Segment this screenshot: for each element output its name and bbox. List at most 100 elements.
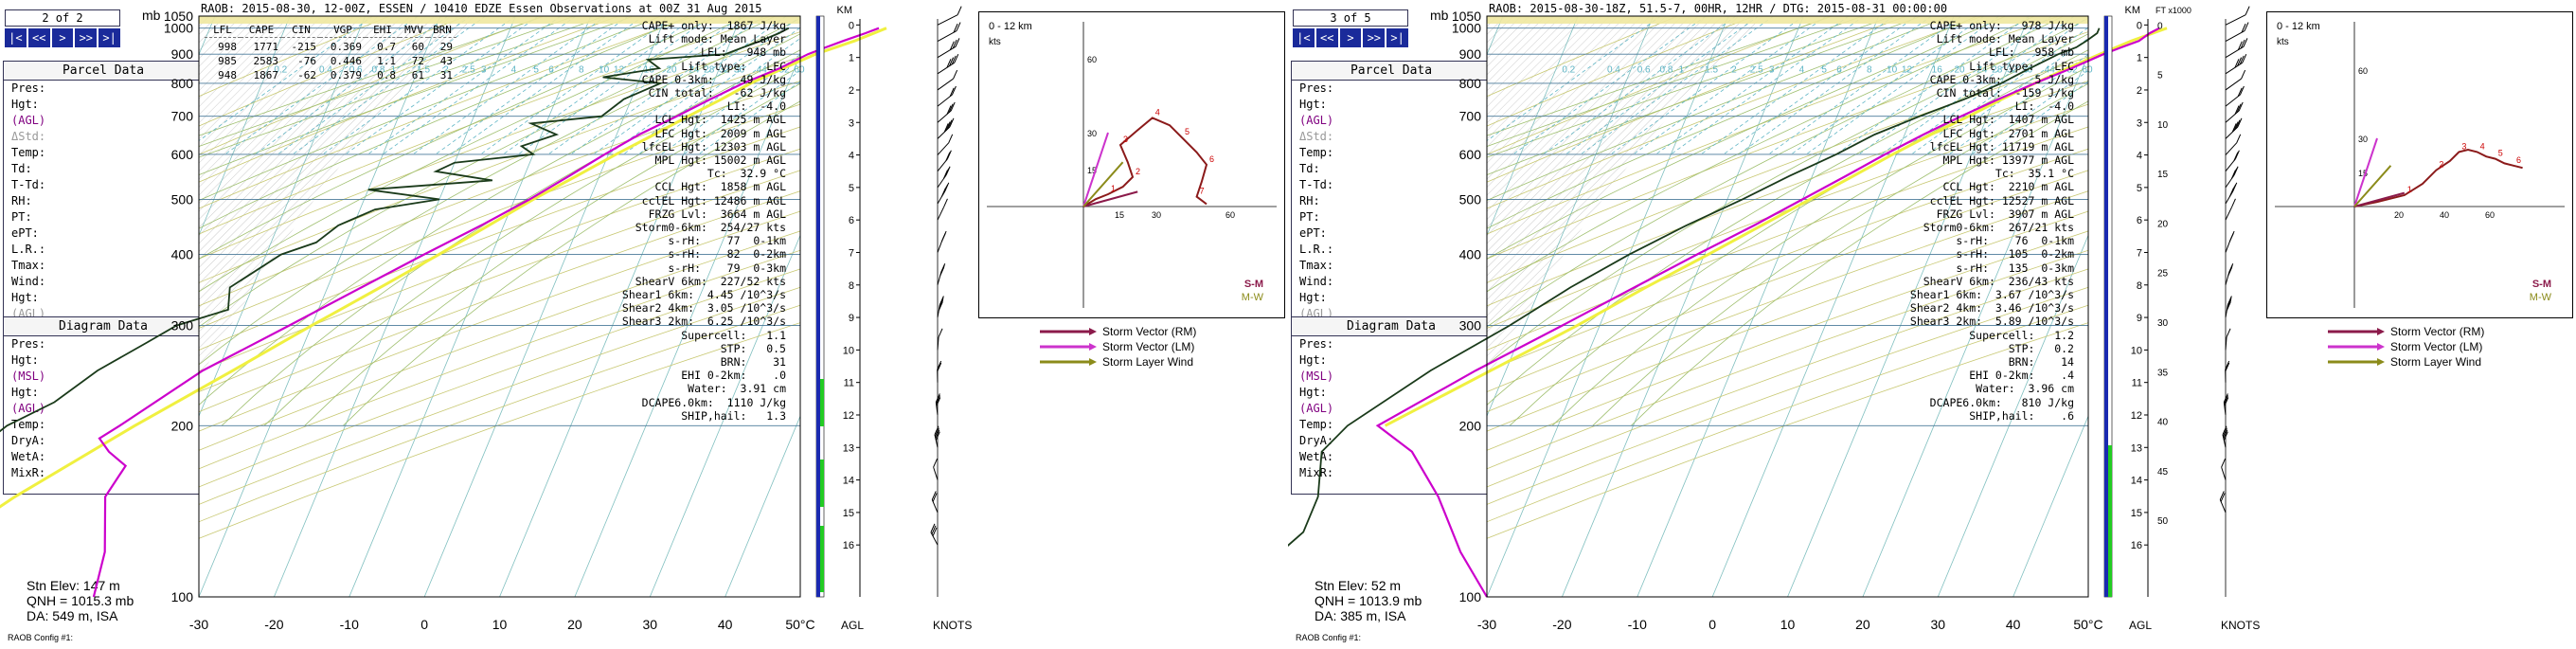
prev-button[interactable]: <<	[1315, 28, 1338, 47]
km-tick-label: 15	[843, 508, 854, 519]
temperature-tick-label: 0	[1708, 617, 1716, 632]
parcel-table-cell: 1771	[253, 41, 279, 53]
parcel-table-cell: 0.379	[330, 69, 362, 81]
hodograph[interactable]: 0 - 12 km kts 60 30 15 15 30 60 1 2 3 4 5 6 7 S-M M-W	[978, 11, 1285, 318]
raob-config-label: RAOB Config #1:	[1296, 633, 1362, 642]
wind-barb	[2219, 491, 2227, 514]
stat-line: MPL Hgt: 13977 m AGL	[1942, 153, 2074, 168]
pressure-tick-label: 800	[1459, 76, 1482, 91]
isotherm	[0, 16, 140, 597]
sounding-panel-1: 2 of 2 |< << > >> >| mb RAOB: 2015-08-30…	[0, 0, 1288, 649]
stat-line: s-rH: 77 0-1km	[668, 234, 786, 248]
skew-t-diagram[interactable]: 0.2 0.4 0.6 0.8 1 1.5 2 2.5 3 4 5 6 8 10 12 16 20 24 28 32 3…	[1288, 0, 2576, 649]
ft-tick-label: 30	[2157, 318, 2169, 329]
dry-adiabat	[1487, 16, 1831, 155]
pressure-tick-label: 1050	[164, 9, 193, 24]
plot-frame	[1486, 15, 2089, 598]
km-tick-label: 7	[849, 247, 854, 259]
dry-adiabat	[1487, 80, 2088, 307]
mixing-ratio-label: 2	[443, 65, 449, 76]
km-tick-label: 12	[2131, 410, 2142, 422]
next-button[interactable]: >	[1339, 28, 1362, 47]
hodograph-height-label: 4	[1155, 107, 1160, 117]
temperature-tick-label: 30	[642, 617, 657, 632]
storm-vector-rm	[1082, 190, 1138, 207]
fast-forward-button[interactable]: >>	[75, 28, 98, 47]
storm-vector-lm	[2353, 137, 2378, 207]
hodograph-height-label: 3	[1123, 135, 1128, 144]
hodograph-x-tick: 30	[1152, 210, 1161, 220]
prev-button[interactable]: <<	[27, 28, 50, 47]
parcel-table-cell: 29	[439, 41, 453, 53]
legend-storm-lm: Storm Vector (LM)	[1040, 339, 1196, 354]
dry-adiabat	[199, 286, 800, 505]
km-axis-label: KM	[837, 5, 853, 16]
hodograph[interactable]: 0 - 12 km kts 60 30 15 20 40 60 1 2 3 4 5 6 S-M M-W	[2266, 11, 2573, 318]
hodograph-title: 0 - 12 km	[2277, 21, 2320, 32]
dry-adiabat	[1487, 304, 2088, 523]
wind-barb	[937, 38, 960, 59]
mb-axis-title: mb	[1430, 8, 1449, 23]
stat-line: s-rH: 82 0-2km	[668, 247, 786, 261]
parcel-table-cell: 60	[411, 41, 424, 53]
wind-barb	[937, 85, 957, 107]
blue-scale	[2104, 16, 2108, 597]
mixing-ratio-label: 8	[579, 65, 584, 76]
fast-forward-button[interactable]: >>	[1363, 28, 1386, 47]
wind-barb	[937, 22, 961, 42]
hodograph-units: kts	[989, 37, 1001, 47]
mixing-ratio-label: 16	[1932, 65, 1943, 76]
stat-line: EHI 0-2km: .0	[681, 369, 786, 383]
knots-label: KNOTS	[933, 619, 972, 632]
first-button[interactable]: |<	[1293, 28, 1315, 47]
hodograph-title: 0 - 12 km	[989, 21, 1032, 32]
temperature-tick-label: 50°C	[2073, 617, 2102, 632]
ft-tick-label: 10	[2157, 120, 2169, 131]
stability-indices: CAPE+ only: 1867 J/kg Lift mode: Mean Lay…	[549, 19, 786, 423]
dry-adiabat	[199, 190, 800, 413]
density-altitude: DA: 549 m, ISA	[27, 608, 118, 623]
wind-barb	[2225, 69, 2246, 91]
dry-adiabat	[199, 16, 467, 127]
parcel_box-row: Hgt:	[1299, 291, 1327, 304]
skew-t-diagram[interactable]: 0.2 0.4 0.6 0.8 1 1.5 2 2.5 3 4 5 6 8 10 12 16 20 24 28 32 3…	[0, 0, 1288, 649]
moist-adiabat	[199, 16, 575, 147]
parcel-table-header: EHI	[373, 24, 392, 36]
dry-adiabat	[1487, 230, 2088, 451]
parcel-table-cell: 1867	[253, 69, 279, 81]
mixing-ratio-label: 32	[719, 65, 730, 76]
stat-line: cclEL Hgt: 12527 m AGL	[1929, 193, 2074, 207]
hodograph-mw-label: M-W	[1242, 292, 1264, 303]
pressure-tick-label: 100	[171, 589, 194, 604]
wind-barb	[2225, 230, 2235, 253]
stat-line: CIN total: -159 J/kg	[1936, 86, 2074, 100]
hodograph-height-label: 7	[1200, 187, 1205, 196]
pressure-tick-label: 1000	[1452, 21, 1481, 36]
next-button[interactable]: >	[51, 28, 74, 47]
hodograph-x-tick: 60	[2485, 210, 2495, 220]
parcel-table-cell: 72	[411, 55, 424, 67]
first-button[interactable]: |<	[5, 28, 27, 47]
parcel-data-title: Parcel Data	[1292, 62, 1491, 81]
diagram_box-row: Hgt:	[1299, 386, 1327, 399]
mixing-ratio-label: 0.8	[372, 65, 385, 76]
isotherm	[1288, 16, 1352, 597]
parcel-table-cell: 43	[439, 55, 453, 67]
wind-barb	[2225, 54, 2247, 75]
moist-adiabat	[1592, 82, 2088, 426]
stat-line: s-rH: 135 0-3km	[1956, 261, 2074, 275]
km-tick-label: 7	[2137, 247, 2142, 259]
last-button[interactable]: >|	[98, 28, 120, 47]
hodograph-y-tick: 15	[2358, 169, 2368, 178]
stat-line: Shear2 4km: 3.46 /10^3/s	[1909, 301, 2074, 315]
stat-line: CIN total: -62 J/kg	[648, 86, 786, 100]
temperature-tick-label: 20	[567, 617, 582, 632]
dry-adiabat	[199, 103, 800, 329]
diagram_box-row: WetA:	[11, 450, 46, 463]
legend-storm-rm: Storm Vector (RM)	[2328, 324, 2484, 339]
last-button[interactable]: >|	[1386, 28, 1408, 47]
pressure-tick-label: 200	[1459, 418, 1482, 433]
storm-layer-wind	[1082, 161, 1124, 207]
raob-config-label: RAOB Config #1:	[8, 633, 74, 642]
mixing-ratio-label: 1.5	[417, 65, 430, 76]
